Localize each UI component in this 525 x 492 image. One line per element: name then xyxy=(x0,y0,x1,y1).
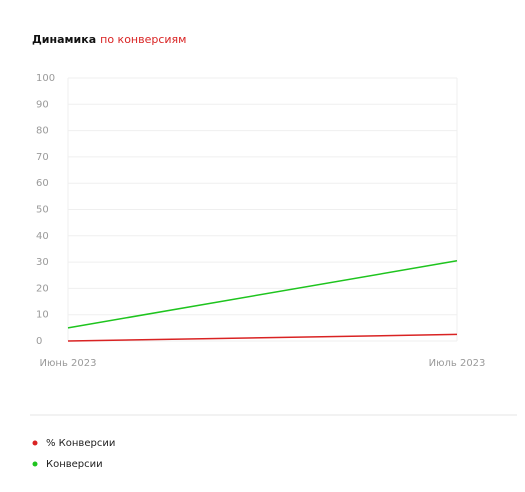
y-tick-label: 90 xyxy=(36,99,49,110)
legend-marker xyxy=(32,461,38,467)
y-tick-label: 40 xyxy=(36,231,49,242)
x-tick-label: Июль 2023 xyxy=(429,358,486,369)
y-tick-label: 100 xyxy=(36,73,55,84)
legend-label: % Конверсии xyxy=(46,438,115,449)
y-tick-label: 30 xyxy=(36,257,49,268)
y-tick-label: 0 xyxy=(36,336,42,347)
y-tick-label: 80 xyxy=(36,126,49,137)
y-tick-label: 60 xyxy=(36,178,49,189)
y-tick-label: 50 xyxy=(36,205,49,216)
legend-label: Конверсии xyxy=(46,459,103,470)
x-tick-label: Июнь 2023 xyxy=(40,358,97,369)
title-accent: по конверсиям xyxy=(100,33,186,46)
y-tick-label: 10 xyxy=(36,310,49,321)
series-line xyxy=(67,260,458,329)
y-tick-label: 70 xyxy=(36,152,49,163)
title-main: Динамика xyxy=(32,33,96,46)
chart-title: Динамика по конверсиям xyxy=(32,33,186,46)
series-line xyxy=(67,333,458,342)
legend-marker xyxy=(32,440,38,446)
y-tick-label: 20 xyxy=(36,283,49,294)
